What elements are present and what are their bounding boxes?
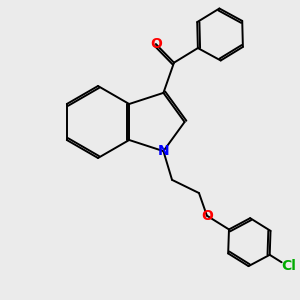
Text: O: O [150, 37, 162, 51]
Text: Cl: Cl [281, 260, 296, 274]
Text: N: N [158, 144, 169, 158]
Text: O: O [201, 209, 213, 223]
